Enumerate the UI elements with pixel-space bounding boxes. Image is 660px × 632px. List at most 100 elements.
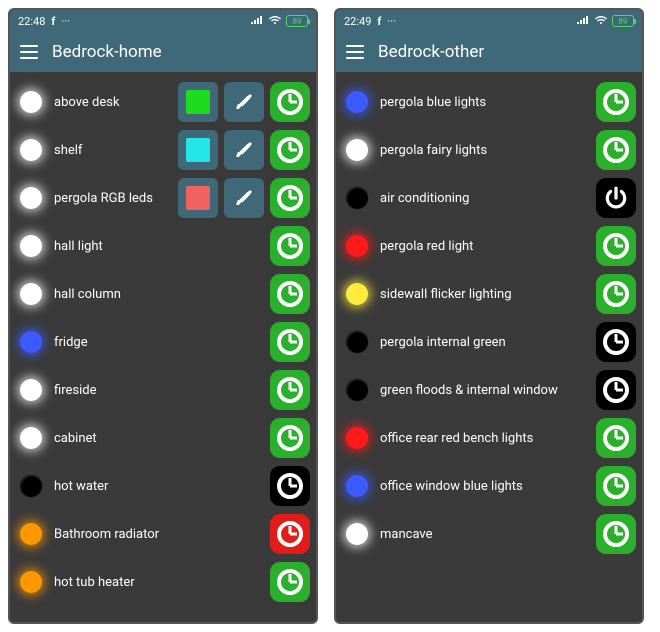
device-list: above desk shelf pergola RGB leds hall ligh… [10,72,316,622]
phone-home: 22:48 f ··· 89 Bedrock-home above desk sh… [8,8,318,624]
device-row[interactable]: air conditioning [342,174,636,222]
device-label: hall column [54,287,264,302]
device-row[interactable]: fireside [16,366,310,414]
device-row[interactable]: cabinet [16,414,310,462]
status-bar: 22:49 f ··· 89 [336,10,642,32]
indicator-light[interactable] [346,139,368,161]
device-row[interactable]: pergola blue lights [342,78,636,126]
device-row[interactable]: hall column [16,270,310,318]
status-app-icon: f [377,15,381,28]
brush-button[interactable] [224,82,264,122]
indicator-light[interactable] [346,283,368,305]
device-label: fridge [54,335,264,350]
device-row[interactable]: shelf [16,126,310,174]
indicator-light[interactable] [346,523,368,545]
device-row[interactable]: office rear red bench lights [342,414,636,462]
device-row[interactable]: mancave [342,510,636,558]
device-list: pergola blue lightspergola fairy lights a… [336,72,642,622]
indicator-light[interactable] [20,571,42,593]
schedule-button[interactable] [270,82,310,122]
device-row[interactable]: pergola internal green [342,318,636,366]
schedule-button[interactable] [270,178,310,218]
device-label: hot tub heater [54,575,264,590]
indicator-light[interactable] [346,235,368,257]
schedule-button[interactable] [596,370,636,410]
indicator-light[interactable] [20,235,42,257]
page-title: Bedrock-home [52,42,162,62]
color-swatch-button[interactable] [178,178,218,218]
device-label: pergola RGB leds [54,191,172,206]
schedule-button[interactable] [270,322,310,362]
schedule-button[interactable] [270,274,310,314]
menu-icon[interactable] [346,45,364,59]
device-row[interactable]: pergola RGB leds [16,174,310,222]
brush-button[interactable] [224,130,264,170]
indicator-light[interactable] [20,139,42,161]
device-row[interactable]: pergola red light [342,222,636,270]
app-bar: Bedrock-other [336,32,642,72]
device-label: shelf [54,143,172,158]
indicator-light[interactable] [20,379,42,401]
indicator-light[interactable] [20,283,42,305]
device-label: mancave [380,527,590,542]
indicator-light[interactable] [346,427,368,449]
device-row[interactable]: green floods & internal window [342,366,636,414]
indicator-light[interactable] [20,523,42,545]
indicator-light[interactable] [346,475,368,497]
schedule-button[interactable] [596,82,636,122]
status-time: 22:48 [18,15,45,28]
indicator-light[interactable] [20,187,42,209]
device-row[interactable]: sidewall flicker lighting [342,270,636,318]
indicator-light[interactable] [20,91,42,113]
wifi-icon [268,15,282,28]
device-label: cabinet [54,431,264,446]
device-row[interactable]: pergola fairy lights [342,126,636,174]
color-swatch-button[interactable] [178,82,218,122]
device-label: fireside [54,383,264,398]
device-label: hall light [54,239,264,254]
device-label: hot water [54,479,264,494]
device-row[interactable]: hot water [16,462,310,510]
schedule-button[interactable] [596,274,636,314]
schedule-button[interactable] [596,322,636,362]
schedule-button[interactable] [596,514,636,554]
schedule-button[interactable] [270,370,310,410]
schedule-button[interactable] [596,226,636,266]
indicator-light[interactable] [20,475,42,497]
status-time: 22:49 [344,15,371,28]
status-bar: 22:48 f ··· 89 [10,10,316,32]
device-row[interactable]: fridge [16,318,310,366]
device-row[interactable]: hall light [16,222,310,270]
device-label: sidewall flicker lighting [380,287,590,302]
schedule-button[interactable] [270,514,310,554]
color-swatch-button[interactable] [178,130,218,170]
schedule-button[interactable] [270,418,310,458]
device-label: above desk [54,95,172,110]
schedule-button[interactable] [270,130,310,170]
device-label: air conditioning [380,191,590,206]
schedule-button[interactable] [270,562,310,602]
power-button[interactable] [596,178,636,218]
schedule-button[interactable] [270,466,310,506]
device-label: pergola internal green [380,335,590,350]
schedule-button[interactable] [596,466,636,506]
indicator-light[interactable] [346,379,368,401]
device-row[interactable]: office window blue lights [342,462,636,510]
brush-button[interactable] [224,178,264,218]
menu-icon[interactable] [20,45,38,59]
device-row[interactable]: hot tub heater [16,558,310,606]
device-row[interactable]: Bathroom radiator [16,510,310,558]
status-more-icon: ··· [61,15,70,28]
schedule-button[interactable] [596,418,636,458]
app-bar: Bedrock-home [10,32,316,72]
schedule-button[interactable] [596,130,636,170]
indicator-light[interactable] [20,331,42,353]
indicator-light[interactable] [346,331,368,353]
indicator-light[interactable] [346,187,368,209]
signal-icon [576,15,590,28]
indicator-light[interactable] [20,427,42,449]
status-more-icon: ··· [387,15,396,28]
device-row[interactable]: above desk [16,78,310,126]
schedule-button[interactable] [270,226,310,266]
indicator-light[interactable] [346,91,368,113]
